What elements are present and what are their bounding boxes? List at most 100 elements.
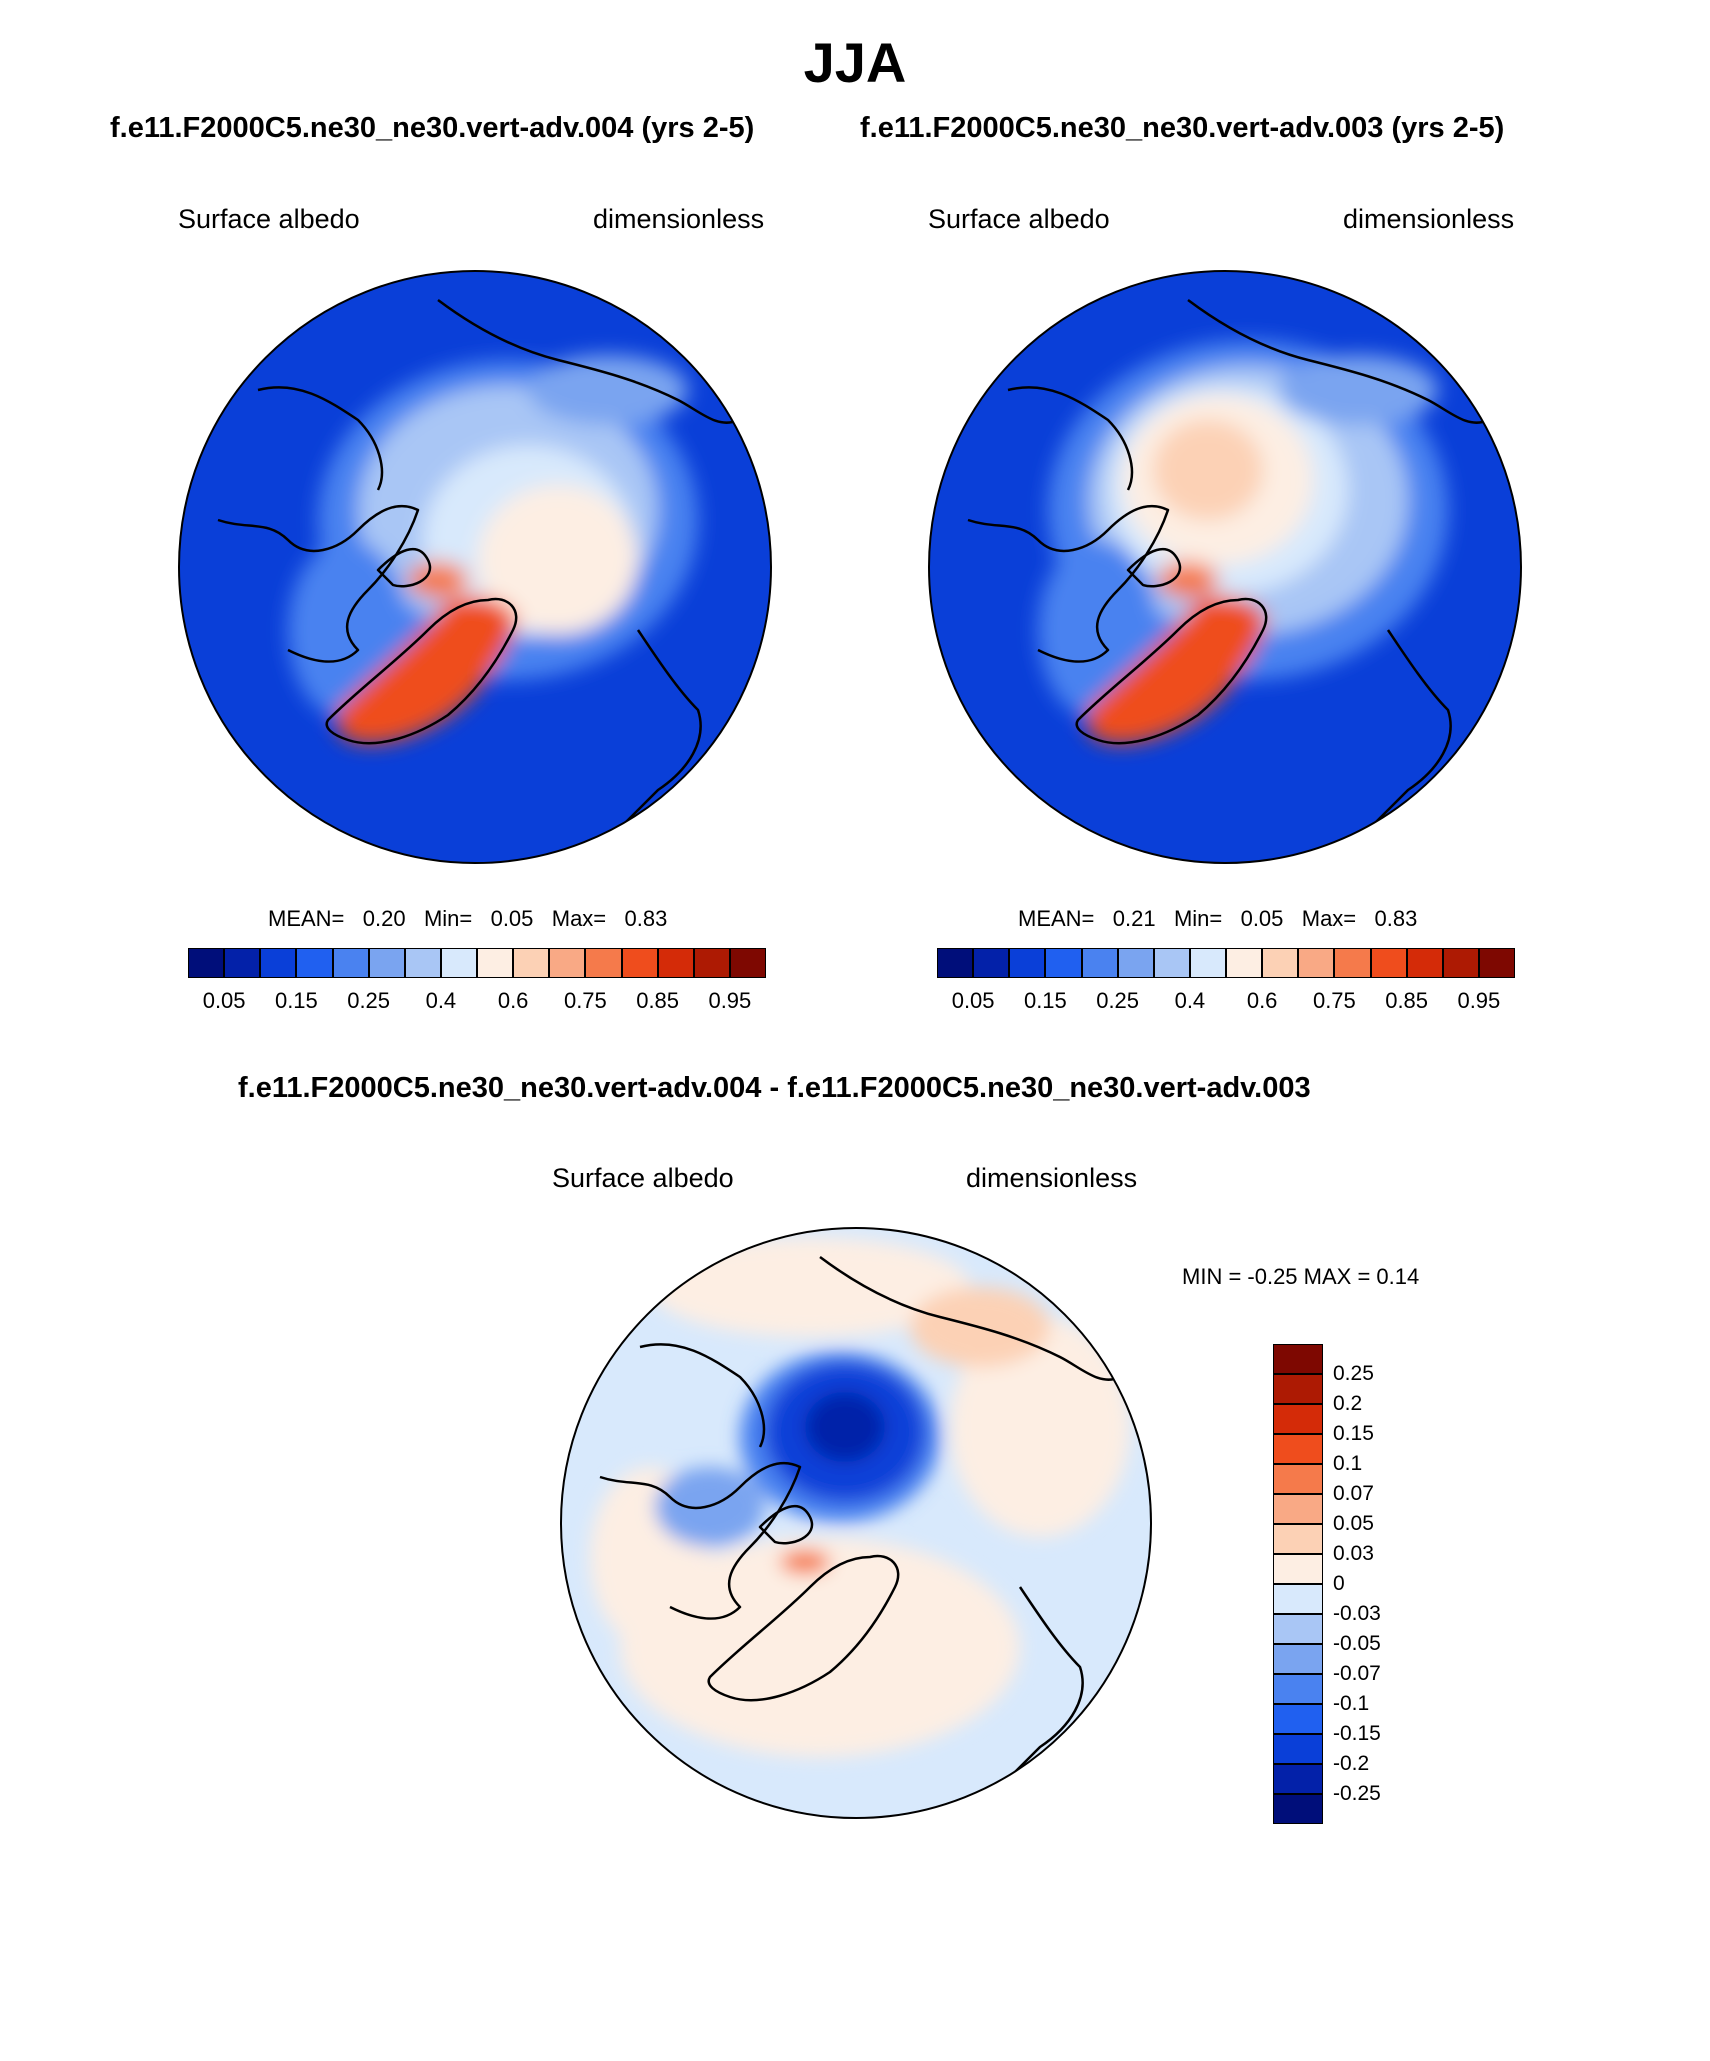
colorbar-tick-label: 0.03 xyxy=(1333,1542,1374,1565)
colorbar-box xyxy=(1273,1764,1323,1794)
siberia-snow xyxy=(1278,355,1438,425)
right-variable-label: Surface albedo xyxy=(928,204,1110,234)
colorbar-box xyxy=(937,948,974,978)
colorbar-box xyxy=(1478,948,1515,978)
coastline-canada xyxy=(967,504,1170,663)
mean-value: 0.20 xyxy=(362,906,406,931)
colorbar-tick-label: 0.25 xyxy=(1096,988,1140,1013)
colorbar-tick-label: 0.75 xyxy=(563,988,607,1013)
map-border xyxy=(178,270,772,864)
mean-value: 0.21 xyxy=(1112,906,1156,931)
colorbar-box xyxy=(1273,1464,1323,1494)
coastline-siberia xyxy=(437,298,739,424)
colorbar-tick-label: 0.05 xyxy=(202,988,246,1013)
colorbar-box xyxy=(1442,948,1479,978)
page-title: JJA xyxy=(803,31,907,94)
colorbar-tick-label: 0.6 xyxy=(497,988,529,1013)
coastline-alaska xyxy=(257,386,384,491)
colorbar-tick-label: 0.05 xyxy=(1333,1512,1374,1535)
colorbar-box xyxy=(188,948,225,978)
greenland-ice-sheet xyxy=(1086,596,1268,744)
colorbar-tick-label: 0.25 xyxy=(1333,1362,1374,1385)
coastline-europe xyxy=(1347,629,1452,851)
colorbar-box xyxy=(1273,1524,1323,1554)
colorbar-box xyxy=(1273,1344,1323,1374)
left-variable-label: Surface albedo xyxy=(178,204,360,234)
colorbar-box xyxy=(1262,948,1299,978)
max-label: Max= xyxy=(551,906,607,931)
colorbar-box xyxy=(585,948,622,978)
coastline-archipelago xyxy=(376,548,432,588)
positive-spot-ellesmere xyxy=(780,1550,830,1574)
colorbar-box xyxy=(621,948,658,978)
colorbar-box xyxy=(1117,948,1154,978)
colorbar-box xyxy=(657,948,694,978)
left-stats: MEAN= 0.20 Min= 0.05 Max= 0.83 xyxy=(268,906,667,932)
map-left xyxy=(178,270,772,864)
left-units-label: dimensionless xyxy=(593,204,765,234)
map-diff xyxy=(560,1227,1152,1819)
colorbar-tick-label: -0.05 xyxy=(1333,1632,1381,1655)
diff-units-label: dimensionless xyxy=(966,1163,1138,1193)
min-value: 0.05 xyxy=(1240,906,1284,931)
colorbar-box xyxy=(332,948,369,978)
colorbar-box xyxy=(1273,1494,1323,1524)
colorbar-tick-label: 0.1 xyxy=(1333,1452,1363,1475)
colorbar-tick-label: 0.25 xyxy=(347,988,391,1013)
colorbar-tick-label: 0.95 xyxy=(708,988,752,1013)
right-stats: MEAN= 0.21 Min= 0.05 Max= 0.83 xyxy=(1018,906,1417,932)
colorbar-box xyxy=(1273,1794,1323,1824)
coastline-europe xyxy=(597,629,702,851)
sea-ice-core xyxy=(478,485,638,635)
colorbar-box xyxy=(1273,1614,1323,1644)
min-value: 0.05 xyxy=(490,906,534,931)
colorbar-tick-label: 0.75 xyxy=(1312,988,1356,1013)
colorbar-tick-label: -0.15 xyxy=(1333,1722,1381,1745)
sea-ice-peak xyxy=(1153,420,1263,520)
positive-patch-north xyxy=(650,1237,970,1337)
colorbar-tick-label: 0.4 xyxy=(1174,988,1206,1013)
colorbar-box xyxy=(440,948,477,978)
max-label: Max= xyxy=(1301,906,1357,931)
colorbar-box xyxy=(1370,948,1407,978)
mean-label: MEAN= xyxy=(1018,906,1095,931)
map-right xyxy=(928,270,1522,864)
colorbar-tick-label: 0.4 xyxy=(425,988,457,1013)
right-case-title: f.e11.F2000C5.ne30_ne30.vert-adv.003 (yr… xyxy=(860,112,1505,144)
ellesmere-ice xyxy=(1158,562,1218,598)
colorbar-tick-label: 0 xyxy=(1333,1572,1345,1595)
diff-colorbar: 0.25 0.2 0.15 0.1 0.07 0.05 0.03 0 -0.03 -0.05 -0.… xyxy=(1273,1344,1381,1824)
colorbar-box xyxy=(1273,1644,1323,1674)
colorbar-tick-label: -0.25 xyxy=(1333,1782,1381,1805)
colorbar-box xyxy=(1298,948,1335,978)
diff-minmax: MIN = -0.25 MAX = 0.14 xyxy=(1182,1264,1420,1289)
colorbar-box xyxy=(1273,1674,1323,1704)
ellesmere-ice xyxy=(408,562,468,598)
siberia-snow xyxy=(528,355,688,425)
colorbar-box xyxy=(368,948,405,978)
right-units-label: dimensionless xyxy=(1343,204,1515,234)
colorbar-box xyxy=(973,948,1010,978)
colorbar-box xyxy=(1406,948,1443,978)
coastline-alaska xyxy=(1007,386,1134,491)
colorbar-tick-label: 0.15 xyxy=(274,988,318,1013)
colorbar-tick-label: 0.95 xyxy=(1457,988,1501,1013)
max-value: 0.83 xyxy=(624,906,668,931)
colorbar-box xyxy=(477,948,514,978)
coastline-greenland xyxy=(325,597,518,745)
colorbar-tick-label: 0.85 xyxy=(636,988,680,1013)
colorbar-box xyxy=(224,948,261,978)
coastline-canada xyxy=(599,1461,802,1620)
colorbar-box xyxy=(1153,948,1190,978)
colorbar-box xyxy=(1081,948,1118,978)
colorbar-box xyxy=(1045,948,1082,978)
colorbar-tick-label: 0.6 xyxy=(1246,988,1278,1013)
diff-case-title: f.e11.F2000C5.ne30_ne30.vert-adv.004 - f… xyxy=(238,1072,1311,1104)
diff-variable-label: Surface albedo xyxy=(552,1163,734,1193)
colorbar-box xyxy=(1273,1404,1323,1434)
colorbar-tick-label: 0.05 xyxy=(951,988,995,1013)
map-border xyxy=(928,270,1522,864)
colorbar-tick-label: -0.03 xyxy=(1333,1602,1381,1625)
colorbar-box xyxy=(1273,1434,1323,1464)
colorbar-tick-label: -0.07 xyxy=(1333,1662,1381,1685)
